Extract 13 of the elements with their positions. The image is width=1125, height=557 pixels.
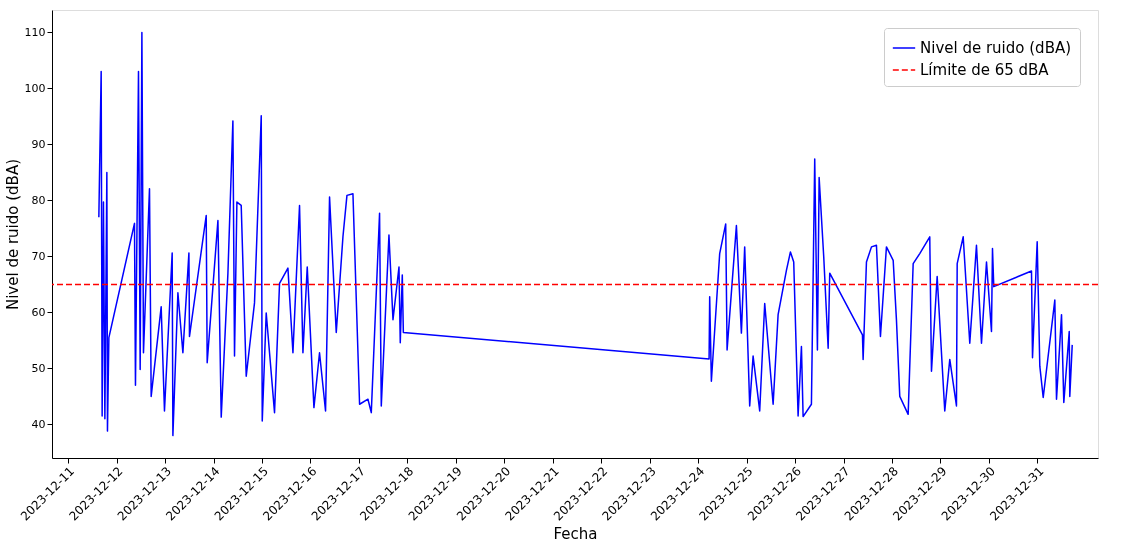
y-tick-label: 70 (31, 249, 46, 263)
y-tick-label: 60 (31, 305, 46, 319)
y-tick-label: 40 (31, 417, 46, 431)
x-axis-title: Fecha (553, 524, 598, 543)
y-tick-label: 80 (31, 193, 46, 207)
legend-label: Límite de 65 dBA (920, 61, 1050, 79)
y-tick-label: 90 (31, 137, 46, 151)
y-tick-label: 110 (24, 25, 46, 39)
y-tick-label: 50 (31, 361, 46, 375)
line-series (98, 31, 1073, 437)
y-tick-label: 100 (24, 81, 46, 95)
y-axis-title: Nivel de ruido (dBA) (3, 158, 22, 311)
legend-label: Nivel de ruido (dBA) (920, 39, 1072, 57)
